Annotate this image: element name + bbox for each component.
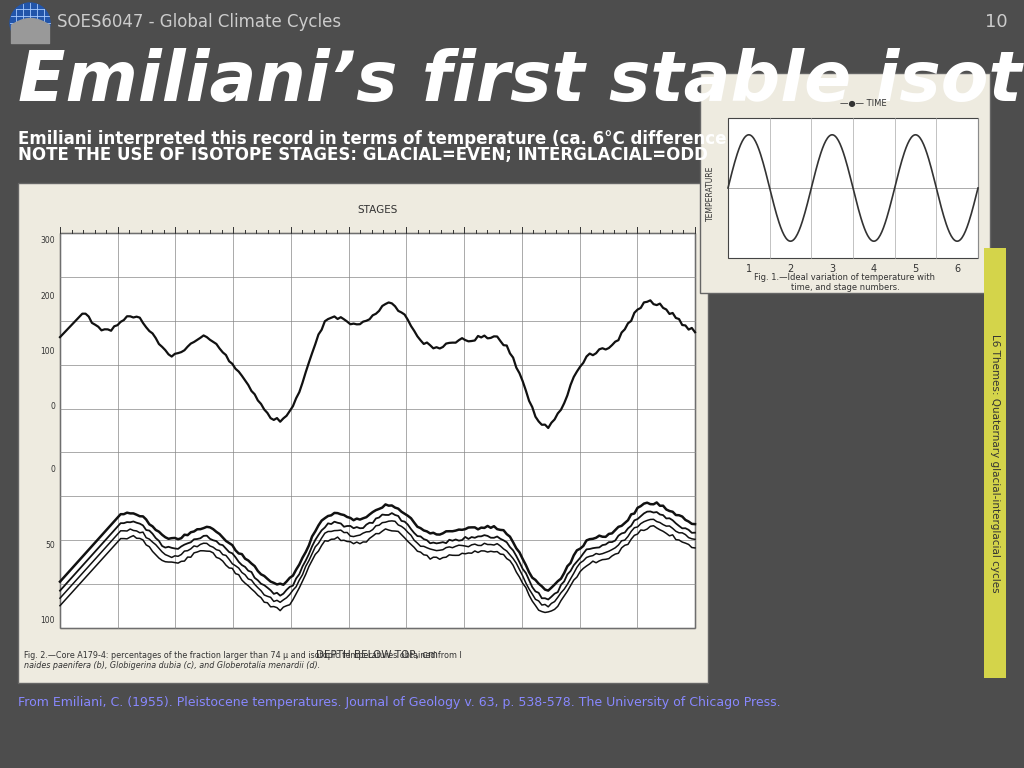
Text: Emiliani’s first stable isotope record: Emiliani’s first stable isotope record	[18, 48, 1024, 115]
Text: TEMPERATURE: TEMPERATURE	[706, 165, 715, 220]
Text: time, and stage numbers.: time, and stage numbers.	[791, 283, 899, 292]
FancyBboxPatch shape	[60, 233, 695, 628]
Text: 5: 5	[912, 264, 919, 274]
Text: STAGES: STAGES	[357, 205, 397, 215]
Text: Fig. 1.—Ideal variation of temperature with: Fig. 1.—Ideal variation of temperature w…	[755, 273, 936, 282]
Text: Fig. 2.—Core A179-4: percentages of the fraction larger than 74 μ and isotopic t: Fig. 2.—Core A179-4: percentages of the …	[24, 651, 462, 660]
FancyBboxPatch shape	[984, 248, 1006, 678]
Text: 300: 300	[40, 237, 55, 246]
FancyBboxPatch shape	[728, 118, 978, 258]
FancyBboxPatch shape	[18, 183, 708, 683]
Text: 4: 4	[870, 264, 877, 274]
Text: L6 Themes: Quaternary glacial-interglacial cycles: L6 Themes: Quaternary glacial-interglaci…	[990, 333, 1000, 592]
Text: naides paenifera (b), Globigerina dubia (c), and Globerotalia menardii (d).: naides paenifera (b), Globigerina dubia …	[24, 661, 321, 670]
Text: 200: 200	[41, 292, 55, 301]
Text: 100: 100	[41, 347, 55, 356]
Text: SOES6047 - Global Climate Cycles: SOES6047 - Global Climate Cycles	[57, 13, 341, 31]
Text: 0: 0	[50, 402, 55, 412]
Text: 10: 10	[985, 13, 1008, 31]
Text: 6: 6	[954, 264, 961, 274]
Text: 1: 1	[745, 264, 752, 274]
Text: 0: 0	[50, 465, 55, 475]
Text: DEPTH BELOW TOP, cm: DEPTH BELOW TOP, cm	[316, 650, 438, 660]
Text: 3: 3	[829, 264, 836, 274]
Text: Emiliani interpreted this record in terms of temperature (ca. 6°C difference)!: Emiliani interpreted this record in term…	[18, 130, 741, 148]
FancyBboxPatch shape	[700, 73, 990, 293]
Text: —●— TIME: —●— TIME	[840, 99, 887, 108]
Text: NOTE THE USE OF ISOTOPE STAGES: GLACIAL=EVEN; INTERGLACIAL=ODD: NOTE THE USE OF ISOTOPE STAGES: GLACIAL=…	[18, 146, 708, 164]
Text: From Emiliani, C. (1955). Pleistocene temperatures. Journal of Geology v. 63, p.: From Emiliani, C. (1955). Pleistocene te…	[18, 696, 780, 709]
Text: 50: 50	[45, 541, 55, 550]
Circle shape	[10, 3, 50, 43]
Text: 2: 2	[787, 264, 794, 274]
Text: 100: 100	[41, 616, 55, 624]
